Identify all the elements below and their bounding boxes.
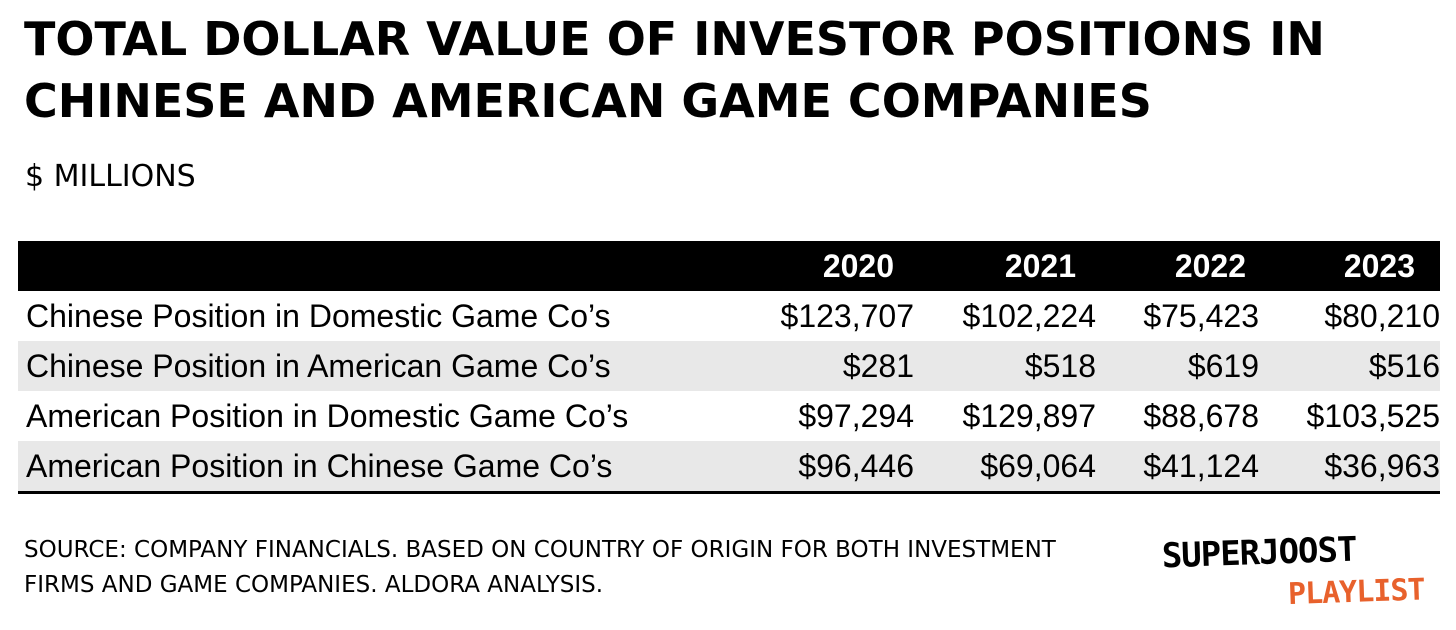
data-table: 2020 2021 2022 2023 Chinese Position in … bbox=[18, 241, 1440, 494]
value-cell: $75,423 bbox=[1143, 297, 1259, 334]
value-cell: $36,963 bbox=[1324, 447, 1440, 484]
table-row: American Position in Domestic Game Co’s … bbox=[18, 391, 1440, 441]
value-cell: $103,525 bbox=[1306, 397, 1440, 434]
value-cell: $619 bbox=[1187, 347, 1259, 384]
value-cell: $88,678 bbox=[1143, 397, 1259, 434]
value-cell: $102,224 bbox=[962, 297, 1096, 334]
row-label: Chinese Position in Domestic Game Co’s bbox=[26, 297, 611, 334]
table-row: Chinese Position in Domestic Game Co’s $… bbox=[18, 291, 1440, 341]
chart-subtitle: $ MILLIONS bbox=[25, 159, 196, 194]
value-cell: $518 bbox=[1024, 347, 1096, 384]
value-cell: $96,446 bbox=[798, 447, 914, 484]
value-cell: $281 bbox=[842, 347, 914, 384]
value-cell: $129,897 bbox=[962, 397, 1096, 434]
superjoost-playlist-logo: SUPERJOOST PLAYLIST bbox=[1161, 530, 1425, 610]
value-cell: $69,064 bbox=[980, 447, 1096, 484]
column-header: 2023 bbox=[1343, 247, 1415, 284]
chart-title: TOTAL DOLLAR VALUE OF INVESTOR POSITIONS… bbox=[24, 12, 1325, 128]
table-row: Chinese Position in American Game Co’s $… bbox=[18, 341, 1440, 391]
table-header-row: 2020 2021 2022 2023 bbox=[18, 241, 1440, 291]
value-cell: $41,124 bbox=[1143, 447, 1259, 484]
value-cell: $97,294 bbox=[798, 397, 914, 434]
row-label: American Position in Chinese Game Co’s bbox=[26, 447, 613, 484]
table-row: American Position in Chinese Game Co’s $… bbox=[18, 441, 1440, 491]
column-header: 2021 bbox=[1004, 247, 1076, 284]
value-cell: $516 bbox=[1368, 347, 1440, 384]
logo-line-2: PLAYLIST bbox=[1287, 572, 1425, 610]
source-note: SOURCE: COMPANY FINANCIALS. BASED ON COU… bbox=[24, 537, 1056, 598]
row-label: Chinese Position in American Game Co’s bbox=[26, 347, 611, 384]
column-header: 2020 bbox=[822, 247, 894, 284]
column-header: 2022 bbox=[1174, 247, 1246, 284]
value-cell: $123,707 bbox=[780, 297, 914, 334]
value-cell: $80,210 bbox=[1324, 297, 1440, 334]
logo-line-1: SUPERJOOST bbox=[1161, 530, 1357, 576]
row-label: American Position in Domestic Game Co’s bbox=[26, 397, 629, 434]
